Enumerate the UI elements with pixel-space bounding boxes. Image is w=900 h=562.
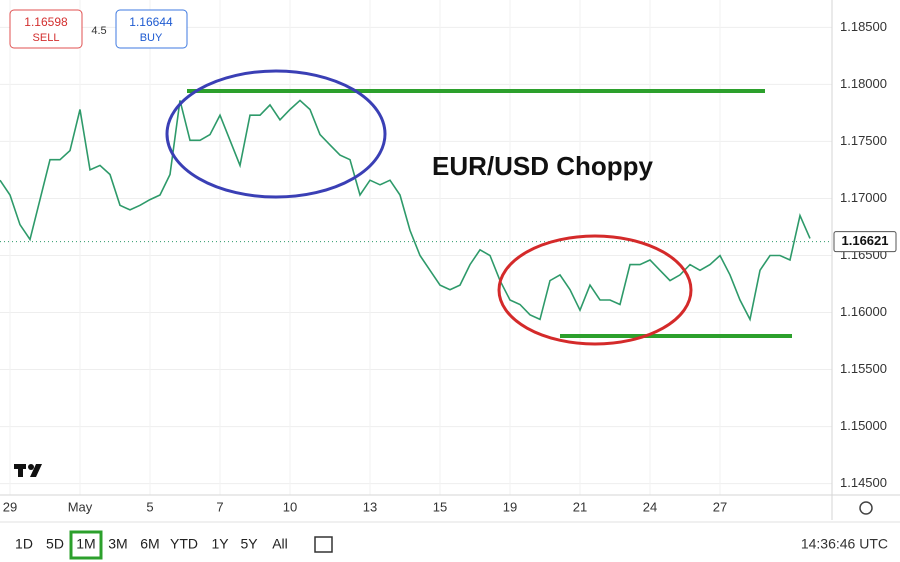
range-button[interactable]: 5D [46,536,64,552]
y-tick-label: 1.14500 [840,475,887,490]
range-button[interactable]: 5Y [240,536,258,552]
buy-button[interactable] [115,9,188,49]
buy-price: 1.16644 [129,15,173,29]
settings-icon[interactable] [859,501,873,515]
y-tick-label: 1.16000 [840,304,887,319]
range-button[interactable]: 3M [108,536,127,552]
clock: 14:36:46 UTC [801,536,888,552]
x-tick-label: 27 [713,499,727,514]
x-tick-label: 21 [573,499,587,514]
x-tick-label: 29 [3,499,17,514]
y-tick-label: 1.18000 [840,76,887,91]
toolbar: 1D 5D 1M 3M 6M YTD 1Y 5Y All [15,530,288,560]
x-tick-label: 7 [216,499,223,514]
y-tick-label: 1.17000 [840,190,887,205]
range-button[interactable]: 1D [15,536,33,552]
range-button[interactable]: 6M [140,536,159,552]
sell-label: SELL [33,32,60,44]
x-tick-label: 24 [643,499,657,514]
x-tick-label: 15 [433,499,447,514]
blue-ellipse [165,69,387,199]
last-price-label: 1.16621 [842,233,889,248]
spread: 4.5 [91,25,106,37]
y-tick-label: 1.15000 [840,418,887,433]
y-tick-label: 1.18500 [840,19,887,34]
range-button[interactable]: All [272,536,288,552]
annotation: EUR/USD Choppy [432,151,654,181]
buy-label: BUY [140,32,163,44]
plot [0,99,832,322]
sell-button[interactable] [9,9,83,49]
x-tick-label: 10 [283,499,297,514]
calendar-icon[interactable] [314,536,333,553]
last-price-box [833,231,897,253]
selected-range-box [69,530,103,560]
x-tick-label: May [68,499,93,514]
x-tick-label: 19 [503,499,517,514]
x-tick-label: 13 [363,499,377,514]
range-button[interactable]: 1M [76,536,95,552]
x-tick-label: 5 [146,499,153,514]
price-line [0,99,811,322]
sell-price: 1.16598 [24,15,68,29]
range-button[interactable]: YTD [170,536,198,552]
range-button[interactable]: 1Y [211,536,229,552]
logo [14,464,42,477]
grid [0,0,832,495]
y-tick-label: 1.15500 [840,361,887,376]
red-ellipse [497,234,693,346]
y-tick-label: 1.17500 [840,133,887,148]
